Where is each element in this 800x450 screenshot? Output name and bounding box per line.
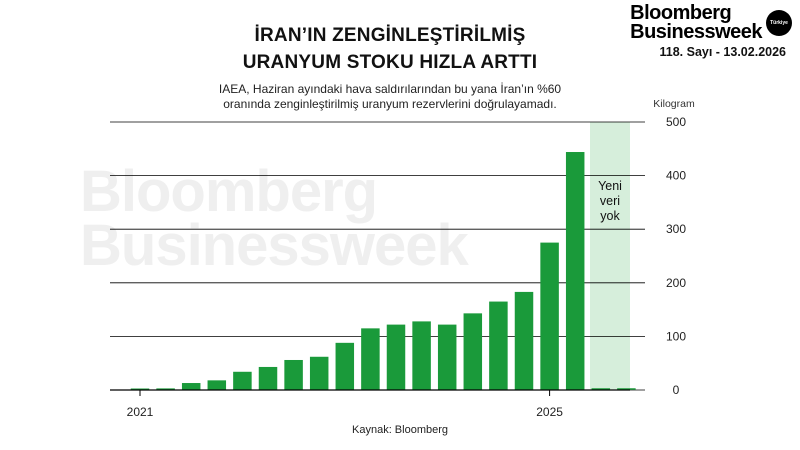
chart-title-line1: İRAN’IN ZENGİNLEŞTİRİLMİŞ xyxy=(254,25,526,46)
bar xyxy=(437,324,457,390)
subtitle-line2: oranında zenginleştirilmiş uranyum rezer… xyxy=(223,97,557,111)
bar xyxy=(335,342,355,390)
brand-line1: Bloomberg xyxy=(630,2,732,24)
no-data-band xyxy=(590,122,630,390)
y-tick-label: 0 xyxy=(673,383,680,397)
bar xyxy=(361,328,380,390)
x-tick-label: 2021 xyxy=(127,405,154,419)
bar xyxy=(258,366,278,390)
bar xyxy=(207,380,227,390)
y-tick-label: 200 xyxy=(666,276,686,290)
y-tick-label: 300 xyxy=(666,222,686,236)
bar xyxy=(412,321,431,390)
bar xyxy=(181,383,201,390)
bar xyxy=(233,371,252,390)
subtitle-line1: IAEA, Haziran ayındaki hava saldırıların… xyxy=(218,82,562,96)
brand-badge: Türkiye xyxy=(766,10,792,36)
y-tick-label: 500 xyxy=(666,115,686,129)
bar xyxy=(540,242,559,390)
bar xyxy=(565,152,585,390)
y-tick-label: 400 xyxy=(666,169,686,183)
bar xyxy=(386,324,406,390)
no-data-label: yok xyxy=(600,209,620,223)
bar xyxy=(489,301,508,390)
chart-subtitle: IAEA, Haziran ayındaki hava saldırıların… xyxy=(170,82,610,112)
issue-info: 118. Sayı - 13.02.2026 xyxy=(659,45,787,59)
bar xyxy=(130,388,150,390)
bar xyxy=(156,388,175,390)
bar xyxy=(284,359,303,390)
brand-line2: Businessweek xyxy=(630,21,762,43)
bar xyxy=(309,356,329,390)
watermark-line2: Businessweek xyxy=(80,213,469,278)
y-axis-label: Kilogram xyxy=(653,98,695,110)
no-data-label: Yeni xyxy=(598,179,622,193)
no-data-label: veri xyxy=(600,194,620,208)
bar xyxy=(463,313,483,390)
source-note: Kaynak: Bloomberg xyxy=(352,424,448,436)
watermark-line1: Bloomberg xyxy=(80,159,378,224)
chart-title-line2: URANYUM STOKU HIZLA ARTTI xyxy=(242,52,538,73)
brand-logo: Bloomberg Businessweek xyxy=(630,2,762,43)
x-tick-label: 2025 xyxy=(536,405,563,419)
y-tick-label: 100 xyxy=(666,329,686,343)
watermark: Bloomberg Businessweek xyxy=(80,159,469,278)
bar xyxy=(514,291,534,390)
